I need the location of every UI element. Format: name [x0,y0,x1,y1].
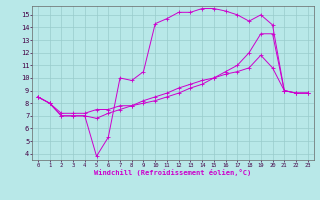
X-axis label: Windchill (Refroidissement éolien,°C): Windchill (Refroidissement éolien,°C) [94,169,252,176]
